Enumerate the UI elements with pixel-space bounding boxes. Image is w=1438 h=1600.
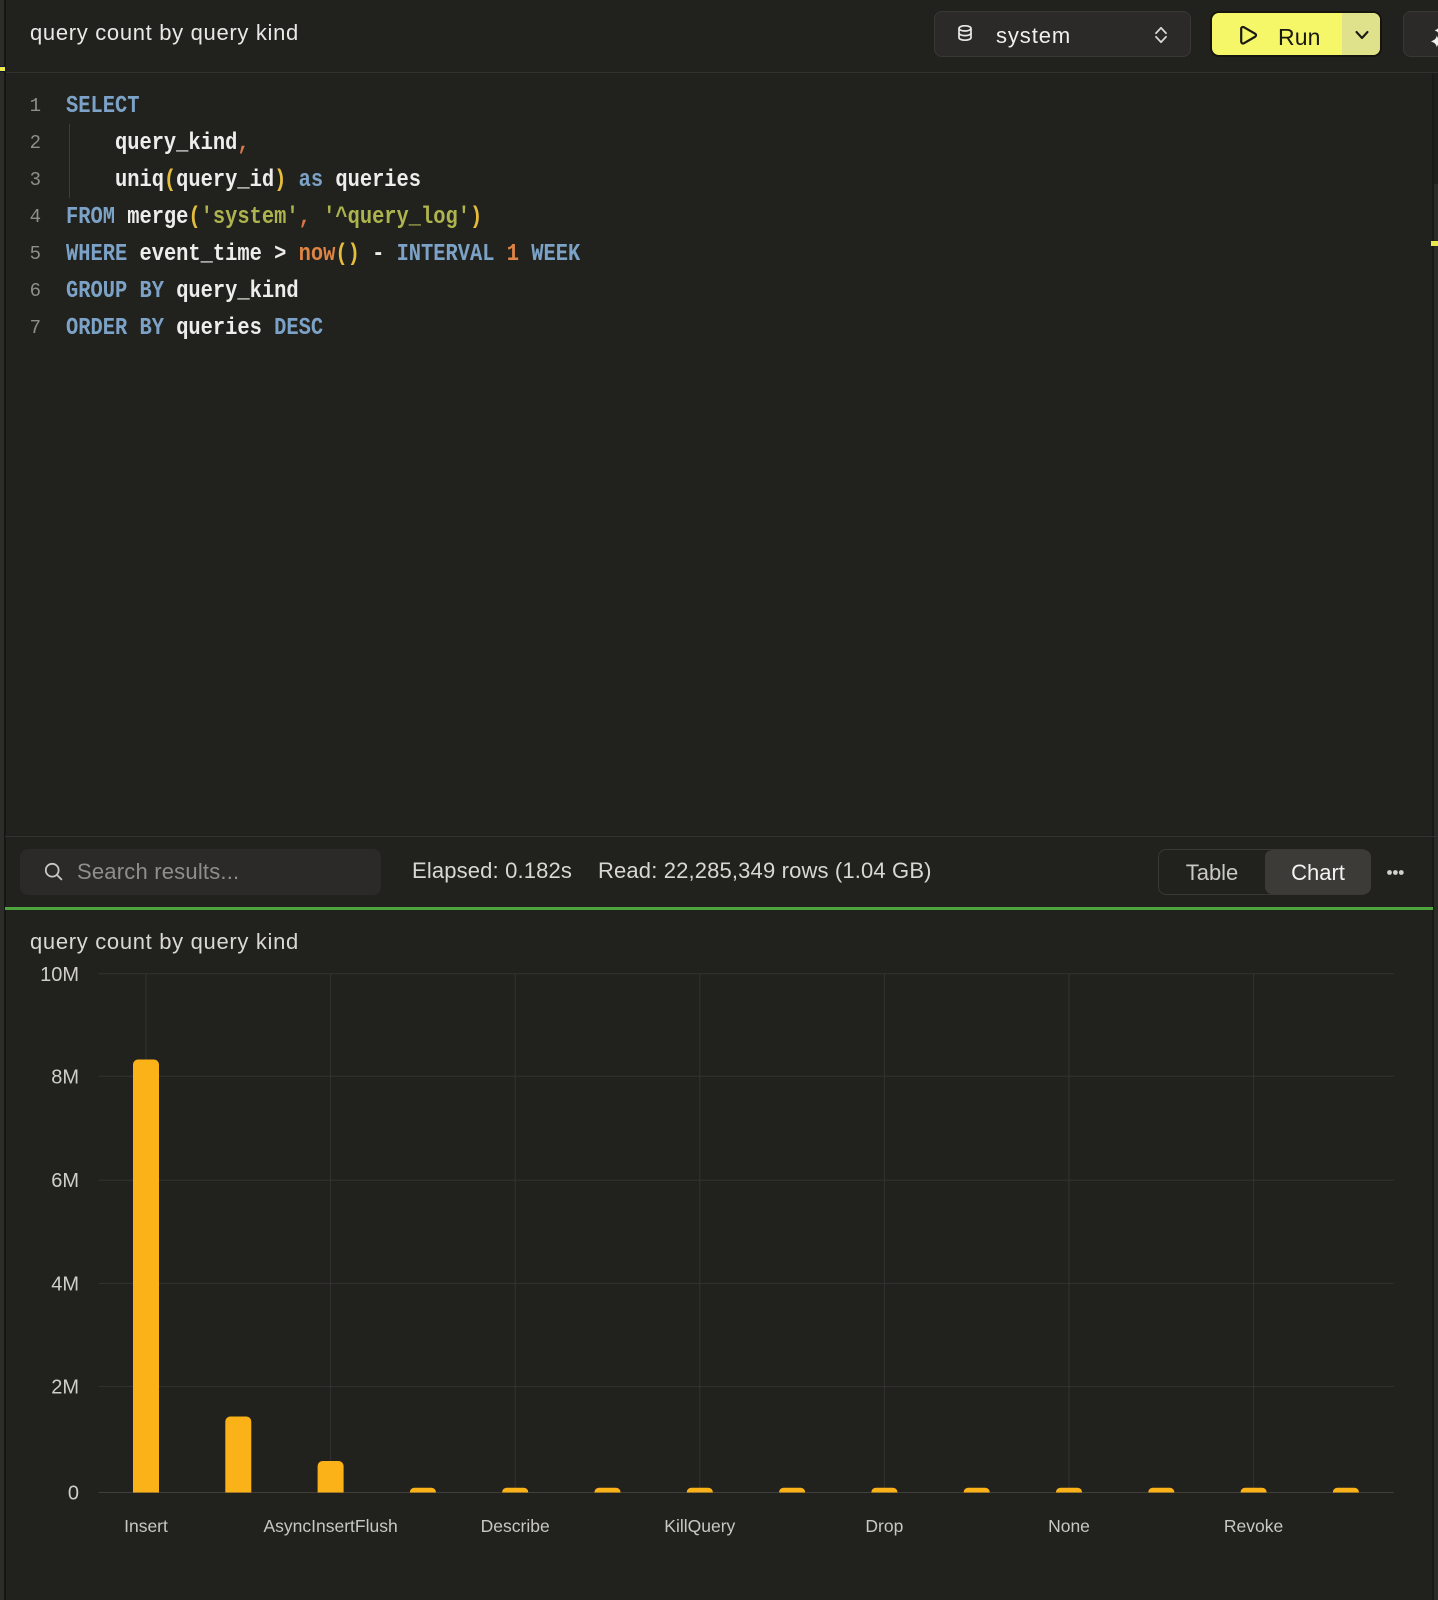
svg-text:10M: 10M [40,964,79,986]
svg-text:4M: 4M [51,1273,79,1295]
svg-text:6M: 6M [51,1170,79,1192]
svg-text:Drop: Drop [865,1516,903,1536]
svg-text:Revoke: Revoke [1224,1516,1283,1536]
svg-text:8M: 8M [51,1066,79,1088]
svg-text:Describe: Describe [481,1516,550,1536]
svg-text:AsyncInsertFlush: AsyncInsertFlush [263,1516,397,1536]
svg-text:0: 0 [68,1483,79,1505]
svg-text:Insert: Insert [124,1516,168,1536]
svg-text:None: None [1048,1516,1090,1536]
svg-text:2M: 2M [51,1377,79,1399]
svg-text:KillQuery: KillQuery [664,1516,735,1536]
